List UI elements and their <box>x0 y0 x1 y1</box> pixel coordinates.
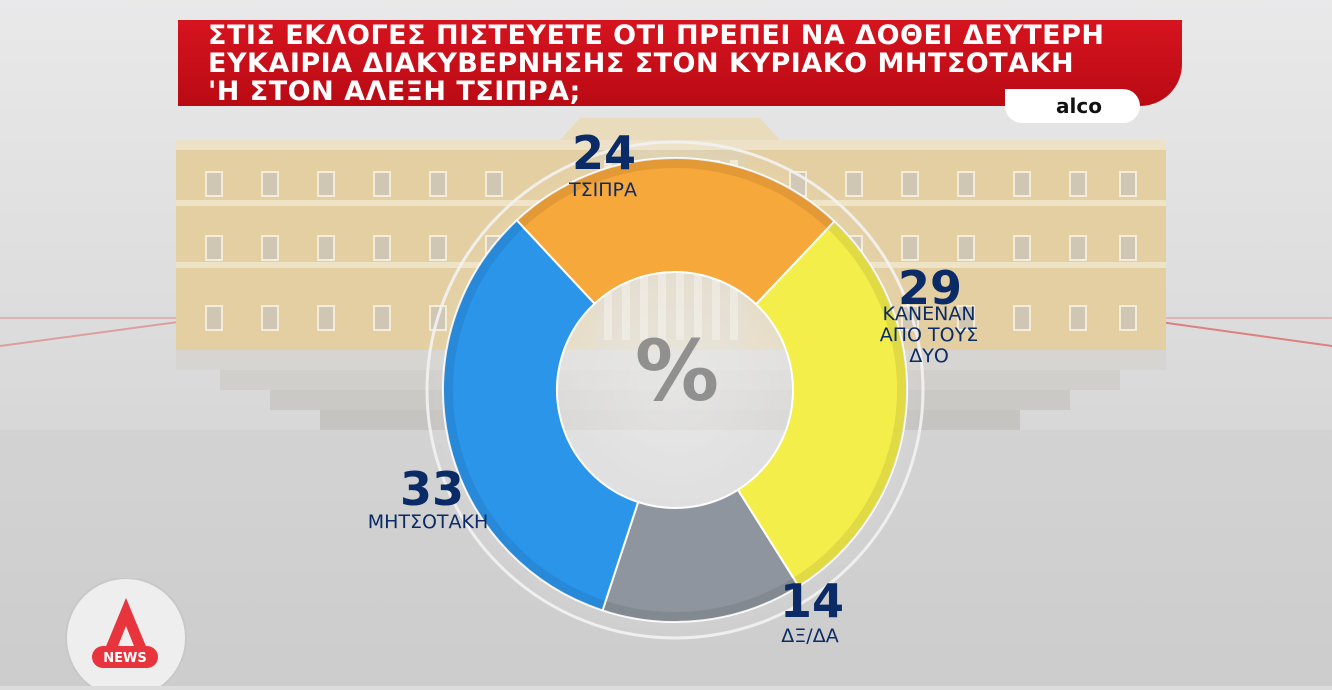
slice-tsipras <box>515 157 836 306</box>
building-window <box>317 305 335 331</box>
value-none: 29 <box>898 261 963 315</box>
building-window <box>901 171 919 197</box>
building-window <box>373 235 391 261</box>
slice-mitsotakis-shade <box>442 220 606 611</box>
logo-news-text: NEWS <box>103 651 146 666</box>
slice-mitsotakis <box>442 218 640 612</box>
label-none: ΚΑΝΕΝΑΝ ΑΠΟ ΤΟΥΣ ΔΥΟ <box>864 304 994 367</box>
building-window <box>261 235 279 261</box>
building-window <box>1119 235 1137 261</box>
building-window <box>1013 171 1031 197</box>
building-window <box>901 235 919 261</box>
slice-dk-shade <box>602 577 799 623</box>
source-label: alco <box>1005 89 1140 123</box>
building-window <box>205 305 223 331</box>
building-window <box>429 171 447 197</box>
slice-dk <box>601 488 801 623</box>
value-mitsotakis: 33 <box>400 462 465 516</box>
question-line-1: ΣΤΙΣ ΕΚΛΟΓΕΣ ΠΙΣΤΕΥΕΤΕ ΟΤΙ ΠΡΕΠΕΙ ΝΑ ΔΟΘ… <box>208 20 1105 51</box>
alpha-news-logo: NEWS <box>62 577 190 690</box>
building-window <box>1119 305 1137 331</box>
building-window <box>1069 171 1087 197</box>
question-banner: ΣΤΙΣ ΕΚΛΟΓΕΣ ΠΙΣΤΕΥΕΤΕ ΟΤΙ ΠΡΕΠΕΙ ΝΑ ΔΟΘ… <box>178 20 1182 106</box>
building-window <box>373 171 391 197</box>
building-window <box>957 305 975 331</box>
slice-none <box>736 220 908 588</box>
building-window <box>317 235 335 261</box>
building-window <box>1013 235 1031 261</box>
label-none-line-2: ΑΠΟ ΤΟΥΣ <box>879 324 979 346</box>
label-none-line-1: ΚΑΝΕΝΑΝ <box>882 303 976 325</box>
building-window <box>261 171 279 197</box>
question-line-3: 'Η ΣΤΟΝ ΑΛΕΞΗ ΤΣΙΠΡΑ; <box>208 76 581 107</box>
value-tsipras: 24 <box>572 126 637 180</box>
building-window <box>1119 171 1137 197</box>
building-window <box>485 171 503 197</box>
slice-tsipras-shade <box>516 157 835 229</box>
building-window <box>1013 305 1031 331</box>
building-window <box>1069 235 1087 261</box>
building-window <box>957 171 975 197</box>
building-window <box>429 235 447 261</box>
value-dk: 14 <box>780 574 845 628</box>
label-none-line-3: ΔΥΟ <box>909 345 949 367</box>
question-line-2: ΕΥΚΑΙΡΙΑ ΔΙΑΚΥΒΕΡΝΗΣΗΣ ΣΤΟΝ ΚΥΡΙΑΚΟ ΜΗΤΣ… <box>208 48 1075 79</box>
center-percent-symbol: % <box>635 322 719 420</box>
building-window <box>373 305 391 331</box>
label-tsipras: ΤΣΙΠΡΑ <box>569 179 637 201</box>
building-window <box>317 171 335 197</box>
building-window <box>261 305 279 331</box>
label-mitsotakis: ΜΗΤΣΟΤΑΚΗ <box>367 511 489 533</box>
building-window <box>845 171 863 197</box>
slice-none-shade <box>793 221 908 587</box>
building-window <box>205 171 223 197</box>
label-dk: ΔΞ/ΔΑ <box>781 625 839 647</box>
building-window <box>957 235 975 261</box>
building-window <box>205 235 223 261</box>
building-window <box>1069 305 1087 331</box>
